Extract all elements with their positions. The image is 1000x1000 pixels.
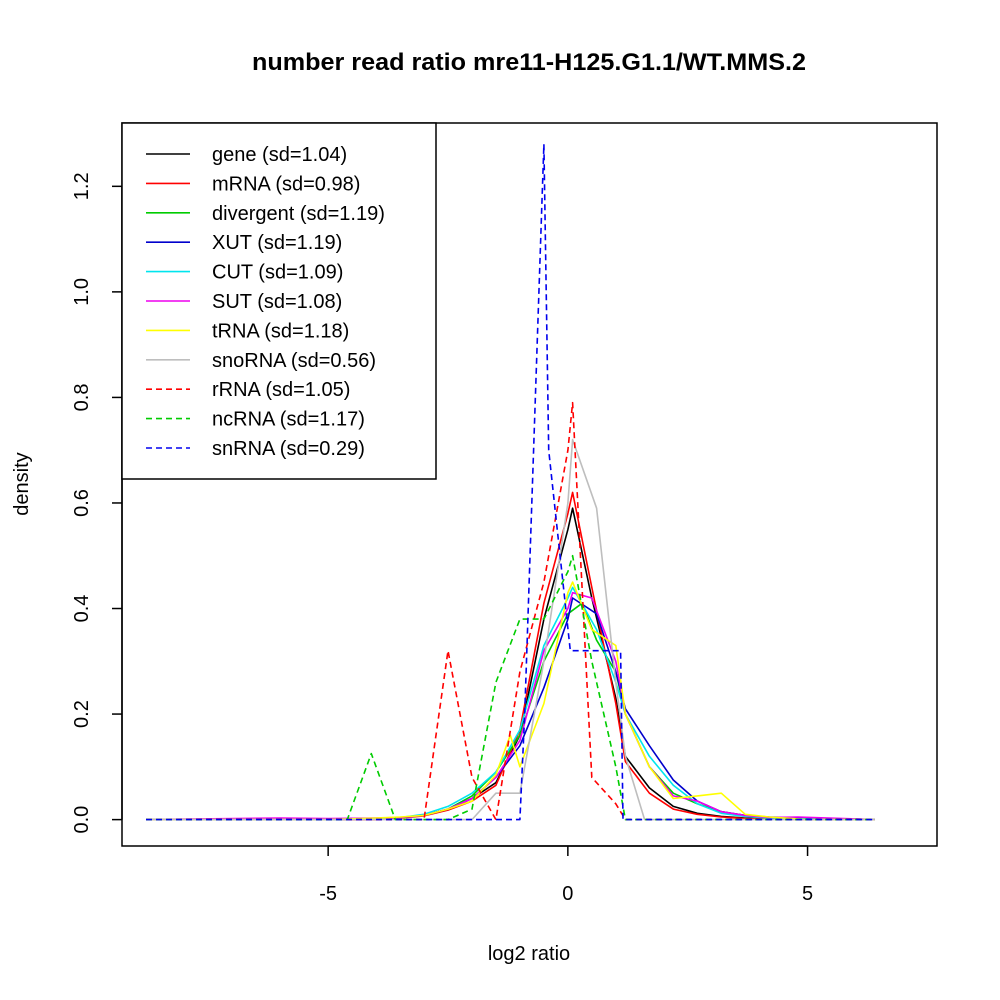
legend-label: SUT (sd=1.08) bbox=[212, 291, 342, 313]
series-line-4 bbox=[146, 597, 875, 821]
legend-label: snoRNA (sd=0.56) bbox=[212, 350, 376, 372]
legend-label: rRNA (sd=1.05) bbox=[212, 379, 350, 401]
y-tick-label: 0.2 bbox=[71, 700, 93, 728]
legend-label: snRNA (sd=0.29) bbox=[212, 438, 365, 460]
y-axis: 0.0 0.2 0.4 0.6 0.8 1.0 1.2 bbox=[71, 172, 123, 834]
legend-label: mRNA (sd=0.98) bbox=[212, 173, 360, 195]
x-axis-label: log2 ratio bbox=[488, 943, 570, 965]
series-line-10 bbox=[146, 554, 875, 821]
legend-label: tRNA (sd=1.18) bbox=[212, 320, 349, 342]
x-tick-label: -5 bbox=[319, 883, 337, 905]
series-line-6 bbox=[145, 591, 875, 821]
legend: gene (sd=1.04) mRNA (sd=0.98) divergent (s… bbox=[121, 122, 437, 480]
series-line-1 bbox=[146, 507, 875, 821]
legend-label: gene (sd=1.04) bbox=[212, 144, 347, 166]
y-tick-label: 0.4 bbox=[71, 595, 93, 623]
series-line-8 bbox=[146, 438, 875, 821]
y-tick-label: 0.8 bbox=[71, 384, 93, 412]
series-line-9 bbox=[146, 401, 875, 821]
y-tick-label: 0.6 bbox=[71, 489, 93, 517]
series-line-2 bbox=[146, 491, 875, 821]
series-line-11 bbox=[146, 143, 875, 821]
legend-label: CUT (sd=1.09) bbox=[212, 262, 343, 284]
y-tick-label: 0.0 bbox=[71, 806, 93, 834]
series-lines bbox=[145, 143, 875, 821]
series-line-5 bbox=[146, 586, 875, 821]
chart-title: number read ratio mre11-H125.G1.1/WT.MMS… bbox=[252, 49, 806, 76]
y-tick-label: 1.0 bbox=[71, 278, 93, 306]
x-tick-label: 0 bbox=[562, 883, 573, 905]
series-line-3 bbox=[146, 602, 875, 821]
legend-label: ncRNA (sd=1.17) bbox=[212, 409, 365, 431]
series-line-7 bbox=[146, 581, 875, 821]
y-axis-label: density bbox=[11, 452, 33, 515]
legend-label: XUT (sd=1.19) bbox=[212, 232, 342, 254]
x-tick-label: 5 bbox=[802, 883, 813, 905]
legend-label: divergent (sd=1.19) bbox=[212, 203, 385, 225]
y-tick-label: 1.2 bbox=[71, 172, 93, 200]
x-axis: -5 0 5 bbox=[319, 845, 813, 905]
